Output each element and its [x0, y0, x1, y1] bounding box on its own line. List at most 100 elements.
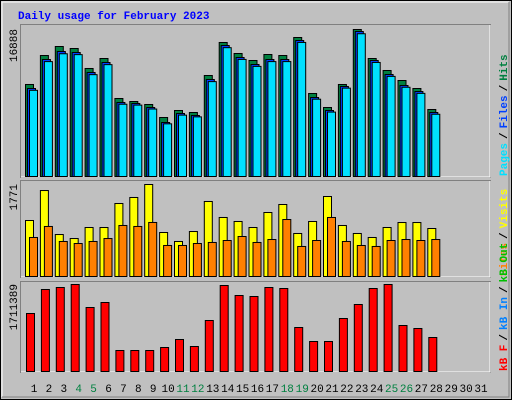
x-tick-label: 8: [135, 384, 142, 396]
bar: [338, 317, 348, 373]
x-tick-label: 6: [105, 384, 112, 396]
bar: [267, 61, 277, 178]
x-tick-label: 21: [325, 384, 339, 396]
x-tick-label: 23: [355, 384, 368, 396]
x-tick-label: 11: [176, 384, 190, 396]
x-tick-label: 3: [60, 384, 67, 396]
bar: [40, 289, 50, 373]
x-tick-label: 30: [459, 384, 472, 396]
bar: [100, 302, 110, 373]
bar: [133, 225, 143, 278]
x-tick-label: 15: [236, 384, 249, 396]
x-tick-label: 18: [281, 384, 294, 396]
legend-separator: /: [499, 132, 511, 139]
bar: [383, 284, 393, 372]
bar: [297, 245, 307, 278]
bar: [356, 33, 366, 177]
bar: [234, 295, 244, 372]
legend-entry: kB F: [499, 345, 511, 371]
bar: [88, 240, 98, 277]
x-tick-label: 12: [191, 384, 204, 396]
bar: [297, 41, 307, 178]
bar: [130, 350, 140, 373]
x-tick-label: 27: [415, 384, 428, 396]
bar: [192, 116, 202, 178]
x-tick-label: 16: [251, 384, 264, 396]
bar: [29, 89, 38, 177]
bar: [252, 65, 262, 177]
legend-entry: Files: [499, 95, 511, 128]
bar: [401, 86, 411, 177]
bar: [207, 81, 217, 177]
x-tick-label: 29: [445, 384, 458, 396]
legend: Pages / Files / Hits: [499, 54, 511, 176]
x-tick-label: 10: [161, 384, 174, 396]
bar: [175, 339, 184, 373]
x-tick-label: 19: [296, 384, 309, 396]
bar: [73, 54, 83, 178]
bar: [222, 240, 232, 277]
bar: [416, 240, 426, 277]
bar: [145, 350, 155, 373]
bar: [416, 92, 426, 177]
legend: Sites / Visits: [499, 189, 511, 276]
bar: [73, 243, 83, 277]
bar: [312, 240, 322, 277]
panel-bevel: [21, 181, 491, 278]
bar: [219, 285, 229, 373]
x-tick-label: 22: [340, 384, 353, 396]
bar: [204, 320, 214, 372]
bar: [85, 307, 95, 373]
bar: [413, 328, 423, 373]
bar: [294, 327, 304, 372]
x-tick-label: 28: [430, 384, 443, 396]
bar: [192, 243, 202, 277]
legend-entry: Pages: [499, 143, 511, 176]
bar: [252, 241, 262, 278]
bar: [70, 284, 80, 372]
bar: [341, 240, 351, 277]
legend-entry: Visits: [499, 189, 511, 229]
bar: [58, 240, 68, 277]
bar: [368, 288, 378, 373]
bar: [103, 238, 113, 277]
x-tick-label: 24: [370, 384, 384, 396]
bar: [356, 244, 366, 278]
legend-separator: /: [499, 286, 511, 293]
bar: [43, 225, 53, 278]
bar: [431, 113, 441, 178]
bar: [386, 75, 396, 177]
bar: [249, 296, 259, 373]
legend-entry: kB Out: [499, 243, 511, 283]
bar: [282, 219, 292, 277]
chart-title: Daily usage for February 2023: [18, 11, 210, 23]
bar: [55, 287, 65, 372]
bar: [115, 350, 125, 373]
x-tick-label: 7: [120, 384, 127, 396]
bar: [88, 74, 98, 177]
bar: [371, 245, 381, 278]
legend-entry: Hits: [499, 54, 511, 80]
bar: [371, 61, 381, 177]
bar: [163, 244, 173, 278]
bar: [267, 239, 277, 277]
bar: [103, 64, 113, 177]
bar: [398, 325, 408, 373]
x-tick-label: 25: [385, 384, 398, 396]
bar: [327, 111, 336, 177]
bar: [26, 313, 35, 372]
bar: [282, 61, 292, 178]
legend-entry: Sites: [499, 243, 511, 276]
bar: [163, 123, 173, 177]
bar: [312, 98, 322, 177]
bar: [118, 224, 128, 277]
bar: [401, 239, 411, 277]
x-tick-label: 26: [400, 384, 413, 396]
bar: [43, 61, 53, 178]
bar: [341, 87, 351, 177]
bar: [237, 58, 247, 178]
bar: [148, 108, 158, 177]
bar: [222, 47, 232, 177]
